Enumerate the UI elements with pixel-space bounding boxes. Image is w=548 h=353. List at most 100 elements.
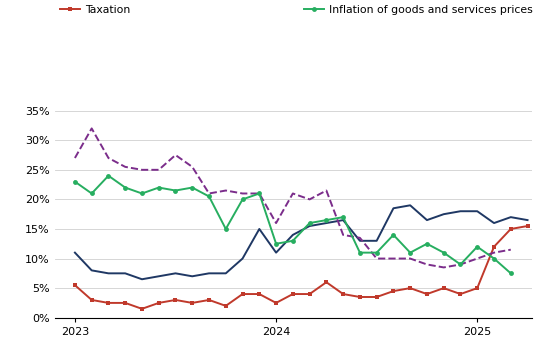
Inflation of goods and services prices <box>139 191 145 196</box>
Taxation <box>457 292 464 296</box>
Falling demand of goods and services <box>222 271 229 275</box>
Inflation of goods and services prices <box>474 245 481 249</box>
Taxation <box>407 286 414 290</box>
Energy prices <box>72 156 78 160</box>
Energy prices <box>306 197 313 202</box>
Falling demand of goods and services <box>323 221 330 225</box>
Falling demand of goods and services <box>424 218 430 222</box>
Inflation of goods and services prices <box>239 197 246 202</box>
Falling demand of goods and services <box>88 268 95 273</box>
Taxation <box>222 304 229 308</box>
Falling demand of goods and services <box>340 218 346 222</box>
Taxation <box>289 292 296 296</box>
Inflation of goods and services prices <box>323 218 330 222</box>
Inflation of goods and services prices <box>373 251 380 255</box>
Falling demand of goods and services <box>490 221 497 225</box>
Falling demand of goods and services <box>357 239 363 243</box>
Falling demand of goods and services <box>105 271 112 275</box>
Energy prices <box>206 191 212 196</box>
Taxation <box>206 298 212 302</box>
Falling demand of goods and services <box>441 212 447 216</box>
Inflation of goods and services prices <box>390 233 397 237</box>
Inflation of goods and services prices <box>424 242 430 246</box>
Falling demand of goods and services <box>273 251 279 255</box>
Inflation of goods and services prices <box>172 189 179 193</box>
Energy prices <box>490 251 497 255</box>
Energy prices <box>457 262 464 267</box>
Inflation of goods and services prices <box>156 185 162 190</box>
Line: Energy prices: Energy prices <box>75 128 511 268</box>
Falling demand of goods and services <box>457 209 464 213</box>
Energy prices <box>323 189 330 193</box>
Taxation <box>490 245 497 249</box>
Energy prices <box>289 191 296 196</box>
Energy prices <box>139 168 145 172</box>
Falling demand of goods and services <box>172 271 179 275</box>
Energy prices <box>340 233 346 237</box>
Falling demand of goods and services <box>239 256 246 261</box>
Inflation of goods and services prices <box>88 191 95 196</box>
Falling demand of goods and services <box>72 251 78 255</box>
Falling demand of goods and services <box>139 277 145 281</box>
Energy prices <box>507 247 514 252</box>
Taxation <box>273 301 279 305</box>
Energy prices <box>407 256 414 261</box>
Falling demand of goods and services <box>390 206 397 210</box>
Falling demand of goods and services <box>289 233 296 237</box>
Taxation <box>105 301 112 305</box>
Taxation <box>373 295 380 299</box>
Taxation <box>189 301 196 305</box>
Energy prices <box>474 256 481 261</box>
Legend: Falling demand of goods and services, Taxation, Energy prices, Inflation of good: Falling demand of goods and services, Ta… <box>60 0 533 15</box>
Falling demand of goods and services <box>206 271 212 275</box>
Inflation of goods and services prices <box>189 185 196 190</box>
Energy prices <box>256 191 262 196</box>
Taxation <box>424 292 430 296</box>
Taxation <box>390 289 397 293</box>
Inflation of goods and services prices <box>490 256 497 261</box>
Taxation <box>323 280 330 284</box>
Inflation of goods and services prices <box>222 227 229 231</box>
Falling demand of goods and services <box>373 239 380 243</box>
Energy prices <box>390 256 397 261</box>
Taxation <box>507 227 514 231</box>
Taxation <box>122 301 128 305</box>
Taxation <box>139 307 145 311</box>
Inflation of goods and services prices <box>306 221 313 225</box>
Taxation <box>256 292 262 296</box>
Inflation of goods and services prices <box>340 215 346 219</box>
Energy prices <box>122 165 128 169</box>
Falling demand of goods and services <box>189 274 196 279</box>
Inflation of goods and services prices <box>441 251 447 255</box>
Taxation <box>524 224 531 228</box>
Inflation of goods and services prices <box>273 242 279 246</box>
Taxation <box>474 286 481 290</box>
Inflation of goods and services prices <box>72 180 78 184</box>
Taxation <box>441 286 447 290</box>
Inflation of goods and services prices <box>457 262 464 267</box>
Inflation of goods and services prices <box>122 185 128 190</box>
Inflation of goods and services prices <box>357 251 363 255</box>
Taxation <box>72 283 78 287</box>
Falling demand of goods and services <box>156 274 162 279</box>
Energy prices <box>357 236 363 240</box>
Taxation <box>172 298 179 302</box>
Energy prices <box>373 256 380 261</box>
Energy prices <box>88 126 95 131</box>
Energy prices <box>105 156 112 160</box>
Taxation <box>340 292 346 296</box>
Line: Taxation: Taxation <box>72 223 530 311</box>
Falling demand of goods and services <box>256 227 262 231</box>
Inflation of goods and services prices <box>206 194 212 198</box>
Energy prices <box>189 165 196 169</box>
Inflation of goods and services prices <box>105 174 112 178</box>
Taxation <box>156 301 162 305</box>
Taxation <box>88 298 95 302</box>
Falling demand of goods and services <box>524 218 531 222</box>
Energy prices <box>222 189 229 193</box>
Falling demand of goods and services <box>507 215 514 219</box>
Line: Inflation of goods and services prices: Inflation of goods and services prices <box>72 173 513 276</box>
Energy prices <box>156 168 162 172</box>
Energy prices <box>172 153 179 157</box>
Taxation <box>239 292 246 296</box>
